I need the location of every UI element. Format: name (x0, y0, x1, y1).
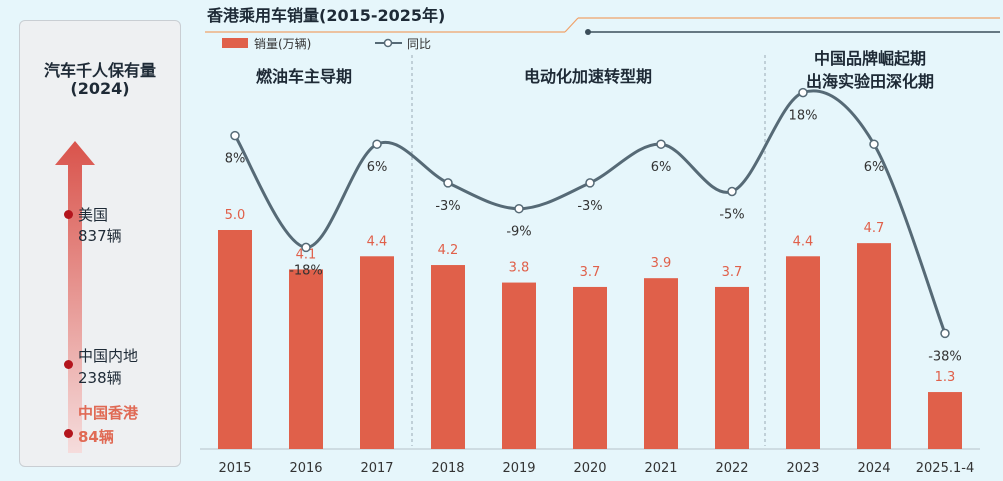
phase-label-3b: 出海实验田深化期 (806, 72, 934, 91)
legend-line-marker (383, 38, 393, 48)
bar-value-label: 3.9 (651, 256, 672, 271)
x-axis-labels: 2015 2016 2017 2018 2019 2020 2021 2022 2023 2024… (218, 461, 974, 476)
hongkong-value: 84辆 (78, 428, 114, 446)
bar-value-label: 4.2 (438, 243, 459, 258)
phase-label-2: 电动化加速转型期 (524, 67, 652, 86)
x-tick-label: 2017 (360, 461, 393, 476)
yoy-value-label: -9% (506, 225, 531, 240)
yoy-value-label: -5% (719, 208, 744, 223)
x-tick-label: 2016 (289, 461, 322, 476)
bar-series: 5.0 4.1 4.4 4.2 3.8 3.7 3.9 3.7 4.4 4.7 1.3 (218, 208, 962, 449)
yoy-point-2024 (869, 139, 879, 149)
yoy-value-label: 18% (789, 109, 818, 124)
bar-2024 (857, 243, 891, 449)
bar-value-label: 4.1 (296, 247, 317, 262)
mainland-label: 中国内地 (78, 347, 139, 365)
hongkong-marker-dot (64, 429, 73, 438)
yoy-value-label: 6% (864, 160, 885, 175)
mainland-value: 238辆 (78, 369, 122, 387)
x-tick-label: 2018 (431, 461, 464, 476)
bar-2025.1-4 (928, 392, 962, 449)
bar-value-label: 5.0 (225, 208, 246, 223)
yoy-point-2015 (230, 130, 240, 141)
bar-2015 (218, 230, 252, 449)
x-tick-label: 2021 (644, 461, 677, 476)
legend-bar-swatch (222, 38, 248, 48)
bar-value-label: 4.4 (793, 234, 814, 249)
yoy-point-2016 (301, 242, 311, 253)
panel-subtitle: (2024) (70, 79, 130, 98)
bar-2021 (644, 278, 678, 449)
yoy-point-2022 (727, 186, 737, 197)
x-tick-label: 2025.1-4 (916, 461, 974, 476)
yoy-value-label: -3% (577, 199, 602, 214)
phase-label-3: 中国品牌崛起期 (814, 49, 926, 68)
x-tick-label: 2022 (715, 461, 748, 476)
us-value: 837辆 (78, 227, 122, 245)
bar-value-label: 3.8 (509, 261, 530, 276)
title-underline-slant (564, 17, 579, 33)
panel-title: 汽车千人保有量 (43, 61, 156, 80)
bar-2020 (573, 286, 607, 449)
bar-value-label: 4.7 (864, 221, 885, 236)
yoy-line-series: 8% -18% 6% -3% -9% -3% 6% -5% 18% 6% -38% (225, 87, 962, 364)
x-tick-label: 2024 (857, 461, 890, 476)
x-tick-label: 2015 (218, 461, 251, 476)
yoy-point-2017 (372, 139, 382, 149)
yoy-value-label: 8% (225, 152, 246, 167)
yoy-point-2019 (514, 203, 524, 214)
yoy-point-2025.1-4 (940, 328, 950, 339)
bar-2018 (431, 265, 465, 449)
bar-2022 (715, 286, 749, 449)
yoy-point-2021 (656, 139, 666, 149)
yoy-line-path (233, 89, 947, 334)
bar-value-label: 1.3 (935, 370, 956, 385)
yoy-value-label: -18% (289, 263, 323, 278)
phase-label-1: 燃油车主导期 (256, 67, 352, 86)
bar-2023 (786, 256, 820, 449)
yoy-value-label: 6% (367, 160, 388, 175)
bar-value-label: 3.7 (580, 265, 601, 280)
yoy-point-2020 (585, 178, 595, 188)
yoy-value-label: 6% (651, 160, 672, 175)
bar-2019 (502, 282, 536, 449)
us-label: 美国 (78, 206, 109, 224)
bar-value-label: 3.7 (722, 265, 743, 280)
x-tick-label: 2023 (786, 461, 819, 476)
legend-bar-label: 销量(万辆) (254, 37, 311, 51)
chart-title: 香港乘用车销量(2015-2025年) (206, 6, 445, 25)
up-arrow-icon (55, 141, 95, 453)
bar-value-label: 4.4 (367, 234, 388, 249)
hongkong-label: 中国香港 (78, 404, 139, 422)
yoy-value-label: -3% (435, 199, 460, 214)
bar-2016 (289, 269, 323, 449)
mainland-marker-dot (64, 360, 73, 369)
x-tick-label: 2020 (573, 461, 606, 476)
legend-line-label: 同比 (407, 37, 431, 51)
yoy-point-2018 (443, 178, 453, 188)
yoy-point-2023 (798, 87, 808, 98)
yoy-value-label: -38% (928, 349, 962, 364)
x-tick-label: 2019 (502, 461, 535, 476)
us-marker-dot (64, 210, 73, 219)
bar-2017 (360, 256, 394, 449)
title-rule-dot (585, 29, 591, 35)
vehicle-ownership-panel: 汽车千人保有量 (2024) 美国 837辆 中国内地 238辆 中国香港 84… (19, 20, 181, 467)
